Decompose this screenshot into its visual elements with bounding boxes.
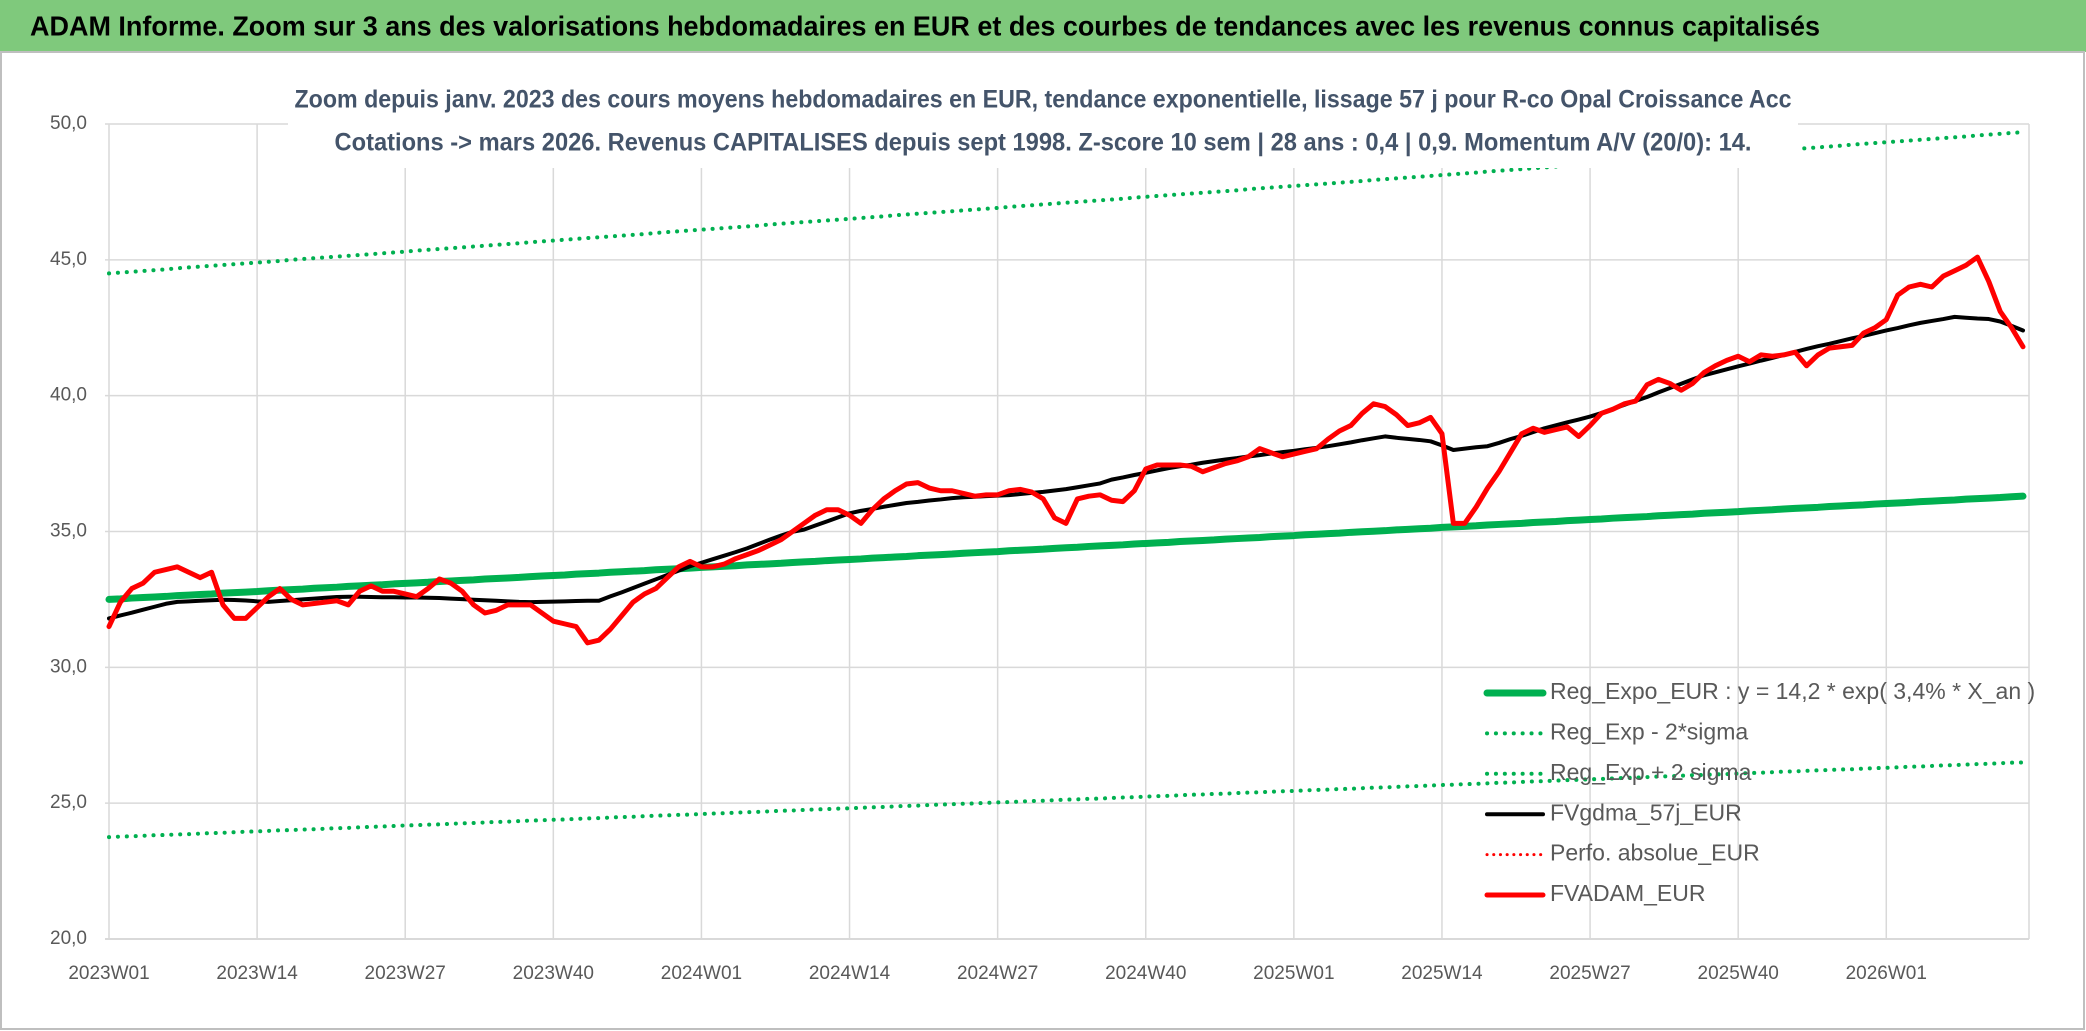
legend-label: Reg_Expo_EUR : y = 14,2 * exp( 3,4% * X_… bbox=[1550, 678, 2035, 704]
y-tick-label: 45,0 bbox=[50, 249, 87, 270]
x-tick-label: 2024W01 bbox=[661, 963, 742, 984]
y-tick-label: 40,0 bbox=[50, 385, 87, 406]
legend-label: Perfo. absolue_EUR bbox=[1550, 840, 1760, 866]
x-tick-label: 2023W40 bbox=[513, 963, 594, 984]
legend-label: Reg_Exp - 2*sigma bbox=[1550, 718, 1748, 744]
series-line bbox=[107, 130, 2025, 276]
x-tick-label: 2023W01 bbox=[68, 963, 149, 984]
series-line bbox=[106, 254, 2026, 646]
legend-label: FVgdma_57j_EUR bbox=[1550, 799, 1742, 825]
y-tick-label: 30,0 bbox=[50, 656, 87, 677]
x-tick-label: 2025W01 bbox=[1253, 963, 1334, 984]
legend-label: Reg_Exp + 2 sigma bbox=[1550, 759, 1752, 785]
x-tick-label: 2023W14 bbox=[216, 963, 298, 984]
x-tick-label: 2025W27 bbox=[1549, 963, 1630, 984]
chart-title: ADAM Informe. Zoom sur 3 ans des valoris… bbox=[30, 10, 1820, 41]
x-tick-label: 2025W14 bbox=[1401, 963, 1483, 984]
chart-frame bbox=[0, 51, 2085, 1030]
legend-label: FVADAM_EUR bbox=[1550, 880, 1706, 906]
x-tick-label: 2024W27 bbox=[957, 963, 1038, 984]
chart-subtitle: Zoom depuis janv. 2023 des cours moyens … bbox=[295, 86, 1792, 114]
chart-subtitle: Cotations -> mars 2026. Revenus CAPITALI… bbox=[335, 129, 1752, 157]
y-tick-label: 25,0 bbox=[50, 792, 87, 813]
y-tick-label: 20,0 bbox=[50, 928, 87, 949]
series-line bbox=[107, 760, 2025, 840]
plot-area: 20,0 25,0 30,0 35,0 40,0 45,0 50,0 2023W01 2023W… bbox=[50, 113, 2030, 984]
y-tick-label: 50,0 bbox=[50, 113, 87, 134]
x-tick-label: 2025W40 bbox=[1698, 963, 1779, 984]
series-line bbox=[105, 492, 2027, 603]
x-tick-label: 2024W14 bbox=[809, 963, 891, 984]
x-tick-label: 2023W27 bbox=[365, 963, 446, 984]
title-bar bbox=[0, 0, 2086, 52]
x-tick-label: 2024W40 bbox=[1105, 963, 1186, 984]
legend: Reg_Expo_EUR : y = 14,2 * exp( 3,4% * X_… bbox=[1483, 678, 2035, 906]
x-tick-label: 2026W01 bbox=[1846, 963, 1927, 984]
subtitle-background bbox=[288, 80, 1798, 168]
y-tick-label: 35,0 bbox=[50, 521, 87, 542]
